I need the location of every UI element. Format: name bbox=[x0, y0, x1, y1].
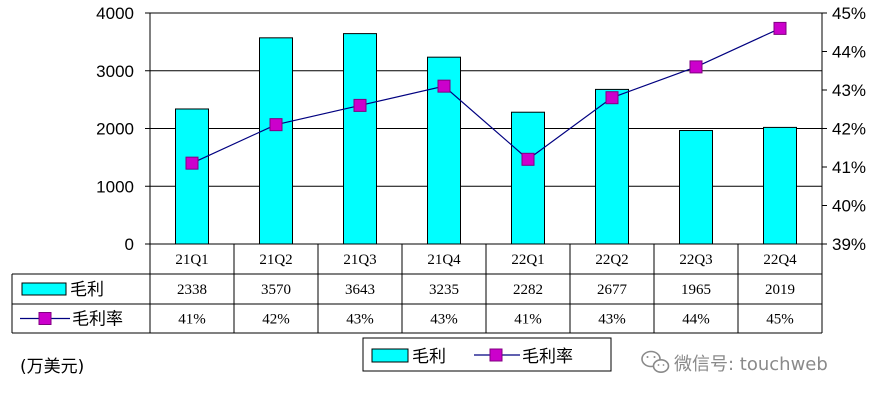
line-marker bbox=[269, 118, 283, 132]
bar bbox=[763, 126, 797, 245]
bar bbox=[259, 37, 293, 245]
watermark: 微信号: touchweb bbox=[641, 350, 828, 375]
table-bar-value: 2338 bbox=[177, 282, 207, 298]
table-line-value: 41% bbox=[514, 312, 542, 328]
category-label: 22Q1 bbox=[511, 252, 544, 268]
left-tick-label: 3000 bbox=[96, 62, 134, 81]
legend-line-label: 毛利率 bbox=[522, 347, 573, 367]
table-line-key-marker bbox=[38, 312, 52, 325]
table-line-row-label: 毛利率 bbox=[72, 310, 123, 330]
category-label: 22Q4 bbox=[763, 252, 797, 268]
axes: 0 1000 2000 3000 4000 39% 40% 41% 42% 43% 44% 45% bbox=[96, 4, 866, 254]
line-series bbox=[185, 21, 787, 170]
right-tick-label: 43% bbox=[832, 81, 866, 100]
table-line-value: 42% bbox=[262, 312, 290, 328]
table-line-value: 44% bbox=[682, 312, 710, 328]
watermark-text: 微信号: touchweb bbox=[674, 354, 828, 375]
table-bar-row-label: 毛利 bbox=[70, 280, 104, 300]
bar bbox=[595, 88, 629, 245]
table-bar-value: 1965 bbox=[681, 282, 711, 298]
legend-bar-swatch bbox=[371, 348, 409, 363]
gridlines bbox=[150, 12, 822, 187]
line-marker bbox=[605, 91, 619, 105]
table-bar-value: 2019 bbox=[765, 282, 795, 298]
category-label: 21Q1 bbox=[175, 252, 208, 268]
wechat-icon bbox=[641, 350, 670, 373]
left-tick-label: 2000 bbox=[96, 120, 134, 139]
left-tick-label: 0 bbox=[125, 235, 134, 254]
left-tick-label: 1000 bbox=[96, 177, 134, 196]
right-tick-label: 44% bbox=[832, 43, 866, 62]
bar bbox=[511, 111, 545, 245]
unit-label: (万美元) bbox=[20, 357, 84, 377]
right-tick-label: 40% bbox=[832, 197, 866, 216]
table-line-value: 43% bbox=[430, 312, 458, 328]
table-bar-value: 3643 bbox=[345, 282, 375, 298]
legend-bar-label: 毛利 bbox=[412, 347, 446, 367]
bar bbox=[343, 33, 377, 245]
table-bar-value: 2282 bbox=[513, 282, 543, 298]
line-marker bbox=[689, 60, 703, 74]
right-tick-label: 42% bbox=[832, 120, 866, 139]
table-line-value: 43% bbox=[346, 312, 374, 328]
category-label: 22Q3 bbox=[679, 252, 712, 268]
legend-line-marker bbox=[489, 348, 503, 362]
line-marker bbox=[521, 152, 535, 166]
table-bar-value: 3235 bbox=[429, 282, 459, 298]
left-tick-label: 4000 bbox=[96, 4, 134, 23]
category-label: 21Q2 bbox=[259, 252, 292, 268]
bar bbox=[679, 130, 713, 245]
legend: 毛利 毛利率 bbox=[362, 337, 612, 372]
line-marker bbox=[353, 98, 367, 112]
line-marker bbox=[437, 79, 451, 93]
right-tick-label: 39% bbox=[832, 235, 866, 254]
bar-series bbox=[175, 33, 797, 245]
table-bar-value: 2677 bbox=[597, 282, 628, 298]
category-label: 21Q4 bbox=[427, 252, 461, 268]
right-tick-label: 41% bbox=[832, 158, 866, 177]
line-marker bbox=[773, 21, 787, 35]
table-bar-key bbox=[21, 282, 67, 296]
right-tick-label: 45% bbox=[832, 4, 866, 23]
table-line-value: 45% bbox=[766, 312, 794, 328]
category-label: 21Q3 bbox=[343, 252, 376, 268]
line-marker bbox=[185, 156, 199, 170]
category-label: 22Q2 bbox=[595, 252, 628, 268]
table-bar-value: 3570 bbox=[261, 282, 291, 298]
table-line-value: 43% bbox=[598, 312, 626, 328]
bar bbox=[175, 108, 209, 245]
data-table: 21Q1 2338 41% 21Q2 3570 42% 21Q3 3643 43% 21Q4 323… bbox=[11, 243, 823, 334]
table-line-value: 41% bbox=[178, 312, 206, 328]
margin-line bbox=[191, 27, 781, 164]
